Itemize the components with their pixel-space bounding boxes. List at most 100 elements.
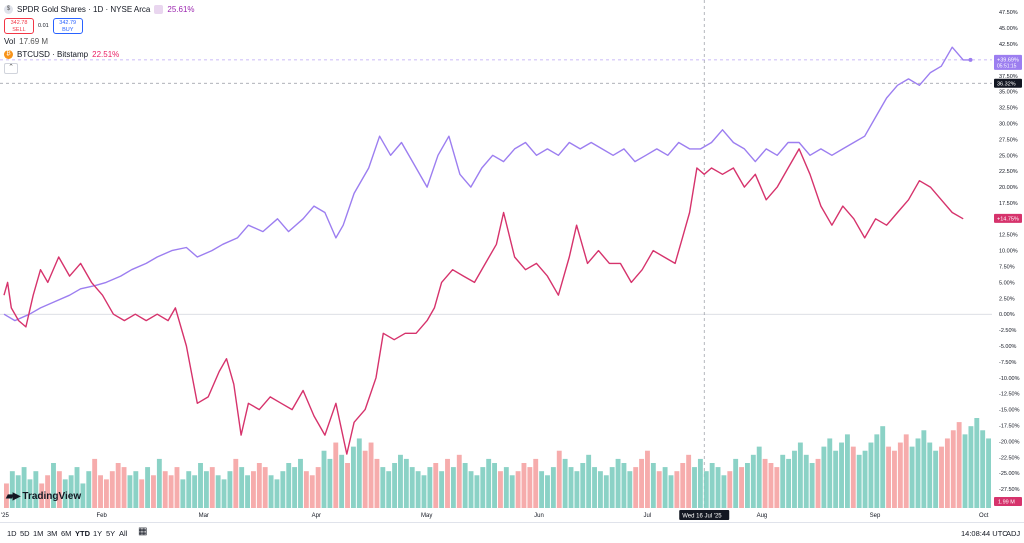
sell-button[interactable]: 342.78 SELL: [4, 18, 34, 34]
volume-bar: [597, 471, 603, 508]
volume-bar: [339, 454, 345, 508]
volume-bar: [792, 450, 797, 508]
series-end-badge: [994, 213, 1022, 223]
y-tick-label: 12.50%: [999, 233, 1018, 239]
volume-bar: [803, 454, 809, 508]
volume-bar: [345, 463, 350, 508]
volume-bar: [545, 475, 550, 508]
x-tick-label: Jun: [534, 513, 544, 519]
volume-bar: [562, 458, 568, 508]
volume-bar: [350, 446, 356, 508]
volume-bar: [680, 463, 686, 508]
volume-bar: [298, 458, 303, 508]
legend-main-row[interactable]: $ SPDR Gold Shares · 1D · NYSE Arca 25.6…: [4, 4, 195, 15]
volume-bar: [533, 458, 539, 508]
volume-bar: [697, 458, 703, 508]
range-3m[interactable]: 3M: [47, 529, 58, 538]
volume-bar: [962, 434, 968, 508]
spread-value: 0.01: [38, 22, 49, 29]
volume-legend-row[interactable]: Vol 17.69 M: [4, 36, 195, 47]
series-end-sub-label: 05:51:15: [997, 63, 1017, 69]
volume-bar: [362, 450, 368, 508]
range-5d[interactable]: 5D: [20, 529, 30, 538]
volume-bar: [368, 442, 374, 508]
volume-bar: [474, 475, 480, 508]
volume-bar: [39, 483, 45, 508]
range-5y[interactable]: 5Y: [106, 529, 116, 538]
volume-bar: [862, 450, 868, 508]
volume-bar: [886, 446, 892, 508]
volume-bar: [74, 467, 80, 508]
compare-symbol: BTCUSD · Bitstamp: [17, 50, 89, 59]
series-line-1[interactable]: [3, 46, 971, 322]
range-all[interactable]: All: [119, 529, 128, 538]
bitcoin-icon: ₿: [4, 50, 13, 59]
volume-bar: [527, 467, 533, 508]
volume-bar: [139, 479, 145, 508]
calendar-icon[interactable]: ▦: [138, 526, 148, 537]
volume-bar: [239, 467, 245, 508]
volume-bar: [98, 475, 103, 508]
time-display[interactable]: 14:08:44 UTC: [961, 529, 1008, 538]
y-tick-label: 42.50%: [999, 42, 1018, 48]
x-tick-label: Jul: [644, 513, 652, 519]
compare-legend-row[interactable]: ₿ BTCUSD · Bitstamp 22.51%: [4, 49, 195, 60]
y-tick-label: -20.00%: [999, 439, 1020, 445]
adj-toggle[interactable]: ADJ: [1006, 529, 1021, 538]
symbol-logo-icon: $: [4, 5, 13, 14]
volume-bar: [739, 467, 744, 508]
y-tick-label: 2.50%: [999, 296, 1015, 302]
range-1d[interactable]: 1D: [7, 529, 17, 538]
volume-bar: [609, 467, 615, 508]
volume-bar: [256, 463, 262, 508]
main-change: 25.61%: [167, 5, 195, 14]
tradingview-logo[interactable]: ▰▶ TradingView: [6, 491, 81, 502]
volume-bar: [156, 458, 162, 508]
volume-bar: [809, 463, 815, 508]
range-1y[interactable]: 1Y: [93, 529, 103, 538]
volume-bar: [309, 475, 315, 508]
volume-bar: [980, 430, 986, 508]
y-tick-label: -17.50%: [999, 424, 1020, 430]
volume-bar: [386, 471, 392, 508]
y-tick-label: 47.50%: [999, 10, 1018, 16]
bottom-toolbar: 1D 5D 1M 3M 6M YTD 1Y 5Y All ▦ 14:08:44 …: [0, 522, 1024, 543]
volume-bar: [21, 467, 27, 508]
series-line-2[interactable]: [3, 148, 964, 455]
range-1m[interactable]: 1M: [33, 529, 44, 538]
volume-bar: [927, 442, 933, 508]
volume-bar: [509, 475, 515, 508]
volume-bar: [515, 471, 521, 508]
range-6m[interactable]: 6M: [61, 529, 72, 538]
volume-bar: [162, 471, 168, 508]
y-tick-label: 37.50%: [999, 74, 1018, 80]
volume-bar: [80, 483, 86, 508]
y-tick-label: 10.00%: [999, 249, 1018, 255]
main-symbol-title: SPDR Gold Shares · 1D · NYSE Arca: [17, 5, 151, 14]
volume-bar: [621, 463, 627, 508]
volume-bar: [756, 446, 762, 508]
range-ytd[interactable]: YTD: [75, 529, 90, 538]
volume-bar: [586, 454, 592, 508]
buy-button[interactable]: 342.79 BUY: [52, 18, 83, 34]
volume-bar: [703, 471, 709, 508]
volume-bar: [427, 467, 433, 508]
collapse-legend-button[interactable]: ⌃: [4, 63, 18, 74]
tradingview-logo-text: TradingView: [22, 491, 82, 502]
volume-bar: [827, 438, 833, 508]
y-tick-label: 45.00%: [999, 26, 1018, 32]
volume-bar: [227, 471, 233, 508]
series-end-label: +14.75%: [997, 216, 1019, 222]
vol-label: Vol: [4, 37, 16, 46]
y-axis: 47.50%45.00%42.50%40.00%37.50%35.00%32.5…: [994, 10, 1022, 506]
volume-bar: [209, 467, 215, 508]
volume-bar: [233, 458, 239, 508]
volume-bar: [868, 442, 874, 508]
series-end-label: +39.69%: [997, 57, 1019, 63]
volume-bar: [668, 475, 674, 508]
volume-bar: [897, 442, 903, 508]
buy-label: BUY: [62, 27, 74, 33]
volume-bar: [262, 467, 268, 508]
x-tick-label: Apr: [312, 513, 321, 519]
